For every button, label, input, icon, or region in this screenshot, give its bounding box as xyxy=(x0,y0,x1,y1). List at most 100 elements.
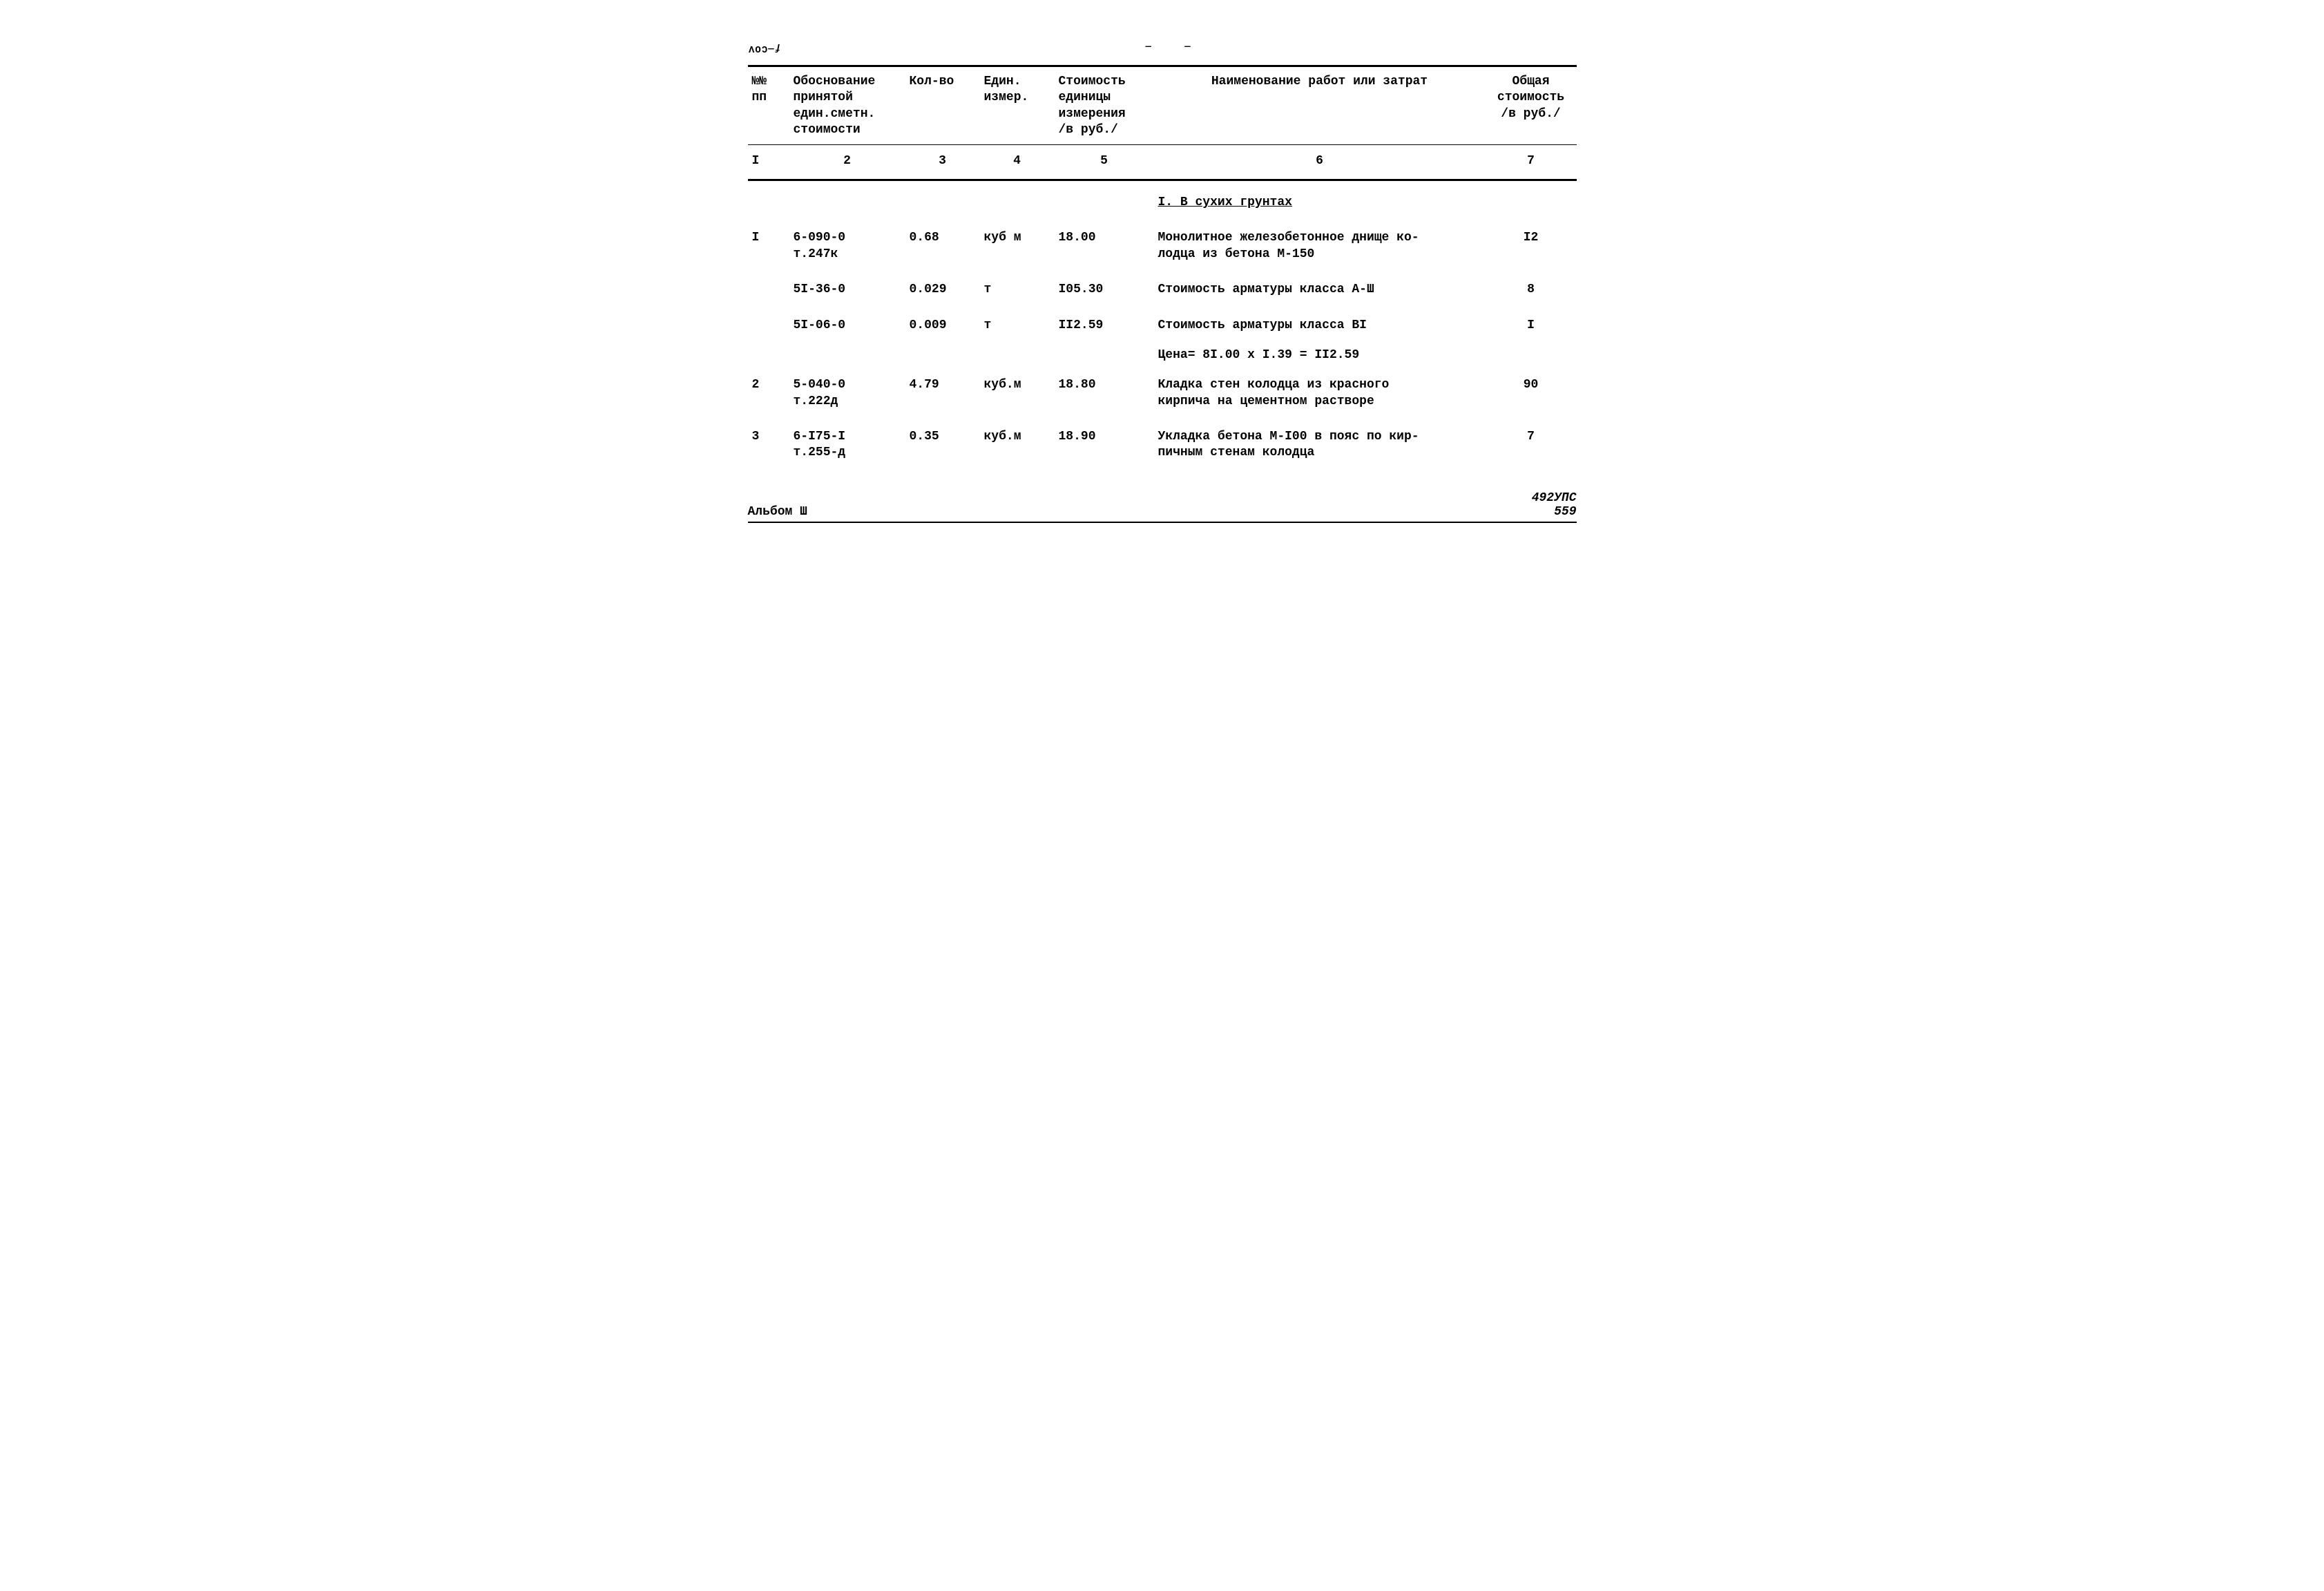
col-header-text: Стоимость xyxy=(1059,75,1126,88)
footer-text: 559 xyxy=(1554,505,1576,519)
header-rule-1 xyxy=(748,144,1577,145)
cell-qty: 0.35 xyxy=(905,419,980,471)
cell-text: лодца из бетона М-150 xyxy=(1158,247,1315,261)
body-table: I. В сухих грунтах I 6-090-0 т.247к 0.68… xyxy=(748,185,1577,471)
cell-total: 90 xyxy=(1486,368,1577,419)
col-header-text: пп xyxy=(752,90,767,104)
header-rule-2 xyxy=(748,179,1577,181)
cell-basis: 5I-06-0 xyxy=(789,308,905,343)
cell-cost: I05.30 xyxy=(1055,272,1154,307)
cell-text: 6-I75-I xyxy=(794,430,846,444)
footer: Альбом Ш 492УПС 559 xyxy=(748,492,1577,520)
col-header-text: Един. xyxy=(984,75,1021,88)
col-header-desc: Наименование работ или затрат xyxy=(1154,71,1486,142)
cell-text: т.247к xyxy=(794,247,838,261)
cell-cost: 18.90 xyxy=(1055,419,1154,471)
footer-right: 492УПС 559 xyxy=(1532,492,1577,520)
bottom-rule xyxy=(748,522,1577,523)
col-header-num: №№ пп xyxy=(748,71,789,142)
cell-text: т.255-д xyxy=(794,446,846,459)
estimate-table: №№ пп Обоснование принятой един.сметн. с… xyxy=(748,71,1577,142)
colnum-table: I 2 3 4 5 6 7 xyxy=(748,148,1577,175)
table-row: I 6-090-0 т.247к 0.68 куб м 18.00 Моноли… xyxy=(748,220,1577,272)
section-heading-row: I. В сухих грунтах xyxy=(748,185,1577,220)
col-header-text: измер. xyxy=(984,90,1029,104)
colnum-cell: 4 xyxy=(980,148,1055,175)
cell-num: I xyxy=(748,220,789,272)
col-header-text: стоимость xyxy=(1497,90,1564,104)
footer-text: 492УПС xyxy=(1532,491,1577,505)
top-marker: ƒ—COV xyxy=(748,43,780,54)
col-header-text: /в руб./ xyxy=(1059,123,1118,137)
cell-text: Монолитное железобетонное днище ко- xyxy=(1158,231,1419,245)
cell-qty: 4.79 xyxy=(905,368,980,419)
table-row: 5I-06-0 0.009 т II2.59 Стоимость арматур… xyxy=(748,308,1577,343)
cell-text: Укладка бетона М-I00 в пояс по кир- xyxy=(1158,430,1419,444)
cell-desc: Стоимость арматуры класса ВI xyxy=(1154,308,1486,343)
section-heading: I. В сухих грунтах xyxy=(1154,185,1486,220)
colnum-cell: 2 xyxy=(789,148,905,175)
cell-cost: 18.80 xyxy=(1055,368,1154,419)
table-row: 2 5-040-0 т.222д 4.79 куб.м 18.80 Кладка… xyxy=(748,368,1577,419)
footer-left: Альбом Ш xyxy=(748,505,807,519)
table-header: №№ пп Обоснование принятой един.сметн. с… xyxy=(748,71,1577,142)
cell-basis: 6-090-0 т.247к xyxy=(789,220,905,272)
cell-unit: т xyxy=(980,308,1055,343)
col-header-text: стоимости xyxy=(794,123,861,137)
cell-desc: Монолитное железобетонное днище ко- лодц… xyxy=(1154,220,1486,272)
cell-text: т.222д xyxy=(794,394,838,408)
cell-num xyxy=(748,308,789,343)
cell-desc: Стоимость арматуры класса А-Ш xyxy=(1154,272,1486,307)
colnum-cell: 3 xyxy=(905,148,980,175)
cell-text: 6-090-0 xyxy=(794,231,846,245)
cell-desc: Кладка стен колодца из красного кирпича … xyxy=(1154,368,1486,419)
cell-desc: Укладка бетона М-I00 в пояс по кир- пичн… xyxy=(1154,419,1486,471)
cell-total: I xyxy=(1486,308,1577,343)
cell-num: 2 xyxy=(748,368,789,419)
col-header-basis: Обоснование принятой един.сметн. стоимос… xyxy=(789,71,905,142)
top-rule xyxy=(748,65,1577,67)
colnum-cell: 6 xyxy=(1154,148,1486,175)
page-container: ƒ—COV — — №№ пп Обоснование принятой еди… xyxy=(748,41,1577,523)
col-header-unit: Един. измер. xyxy=(980,71,1055,142)
cell-cost: II2.59 xyxy=(1055,308,1154,343)
cell-desc: Цена= 8I.00 х I.39 = II2.59 xyxy=(1154,343,1486,368)
cell-text: кирпича на цементном растворе xyxy=(1158,394,1374,408)
cell-text: 5-040-0 xyxy=(794,378,846,392)
col-header-total: Общая стоимость /в руб./ xyxy=(1486,71,1577,142)
col-header-text: един.сметн. xyxy=(794,107,876,121)
cell-basis: 5I-36-0 xyxy=(789,272,905,307)
cell-text: Кладка стен колодца из красного xyxy=(1158,378,1390,392)
col-header-text: Общая xyxy=(1512,75,1549,88)
cell-num xyxy=(748,272,789,307)
cell-basis: 5-040-0 т.222д xyxy=(789,368,905,419)
col-header-text: принятой xyxy=(794,90,853,104)
cell-unit: т xyxy=(980,272,1055,307)
cell-cost: 18.00 xyxy=(1055,220,1154,272)
top-dashes: — — xyxy=(1146,41,1204,53)
col-header-cost: Стоимость единицы измерения /в руб./ xyxy=(1055,71,1154,142)
cell-total: 8 xyxy=(1486,272,1577,307)
cell-qty: 0.029 xyxy=(905,272,980,307)
cell-text: пичным стенам колодца xyxy=(1158,446,1315,459)
cell-basis: 6-I75-I т.255-д xyxy=(789,419,905,471)
col-header-text: единицы xyxy=(1059,90,1111,104)
cell-num: 3 xyxy=(748,419,789,471)
col-header-text: /в руб./ xyxy=(1501,107,1560,121)
cell-unit: куб.м xyxy=(980,419,1055,471)
table-row: 5I-36-0 0.029 т I05.30 Стоимость арматур… xyxy=(748,272,1577,307)
cell-unit: куб.м xyxy=(980,368,1055,419)
col-header-qty: Кол-во xyxy=(905,71,980,142)
cell-total: 7 xyxy=(1486,419,1577,471)
cell-unit: куб м xyxy=(980,220,1055,272)
col-header-text: измерения xyxy=(1059,107,1126,121)
col-header-text: Обоснование xyxy=(794,75,876,88)
cell-qty: 0.68 xyxy=(905,220,980,272)
cell-total: I2 xyxy=(1486,220,1577,272)
colnum-cell: 5 xyxy=(1055,148,1154,175)
table-row: Цена= 8I.00 х I.39 = II2.59 xyxy=(748,343,1577,368)
colnum-row: I 2 3 4 5 6 7 xyxy=(748,148,1577,175)
cell-qty: 0.009 xyxy=(905,308,980,343)
colnum-cell: 7 xyxy=(1486,148,1577,175)
colnum-cell: I xyxy=(748,148,789,175)
